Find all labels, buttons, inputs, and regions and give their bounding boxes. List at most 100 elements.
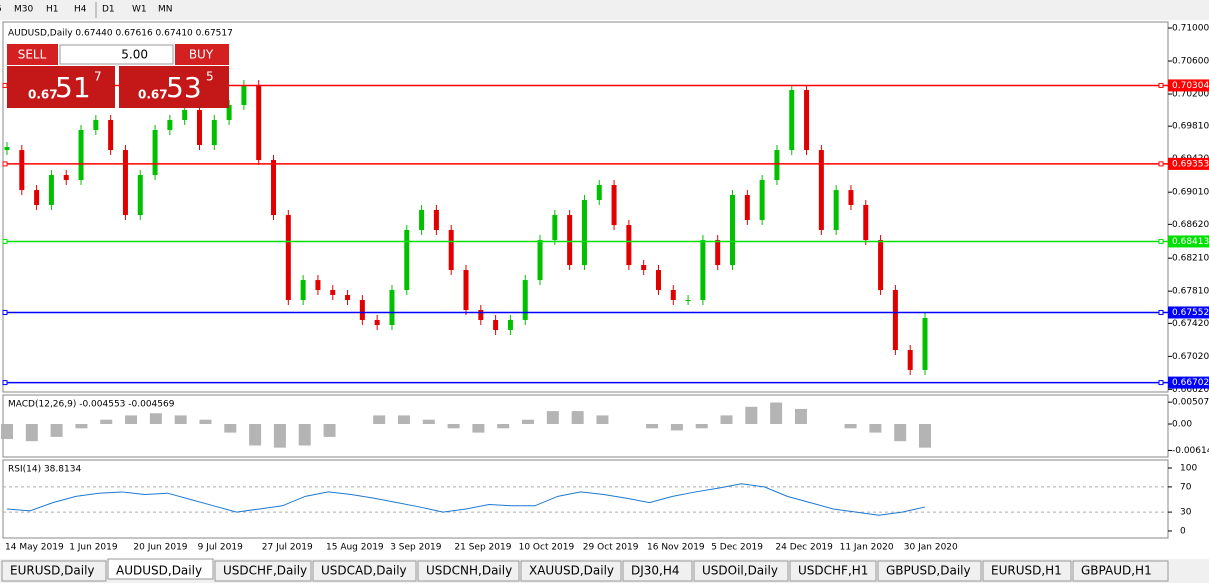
candle [685,300,691,302]
macd-bar [125,415,138,424]
level-handle [2,82,8,88]
candle [655,269,661,291]
tab-label: AUDUSD,Daily [116,564,202,578]
candle [359,300,365,320]
tab[interactable] [1,560,107,582]
candle [833,190,839,230]
tab[interactable] [214,560,312,582]
rsi-panel [2,459,1169,539]
candle [285,215,291,301]
y-tick-label: 0.67420 [1172,319,1209,329]
macd-bar [249,424,262,446]
macd-bar [1,424,13,440]
sell-label: SELL [18,48,47,62]
x-tick-label: 10 Oct 2019 [519,543,575,553]
macd-bar [373,415,386,424]
tab[interactable] [312,560,417,582]
buy-button[interactable] [175,44,229,65]
candle [448,229,454,270]
macd-bar [695,424,708,429]
candle [78,129,84,180]
candle [848,190,854,205]
candle [48,175,54,205]
macd-bar [894,424,907,442]
macd-bar [298,424,311,446]
tab[interactable] [1072,560,1169,582]
sell-button[interactable] [7,44,58,65]
x-tick-label: 30 Jan 2020 [904,543,958,553]
symbol-info: AUDUSD,Daily 0.67440 0.67616 0.67410 0.6… [8,29,233,39]
macd-bar [273,424,286,448]
macd-bar [447,424,460,429]
macd-bar [919,424,931,448]
timeframe-button[interactable]: D1 [102,5,115,15]
tab[interactable] [693,560,789,582]
x-tick-label: 3 Sep 2019 [390,543,442,553]
candle [256,85,262,161]
timeframe-button[interactable]: M30 [14,5,33,15]
lots-input[interactable] [59,44,174,65]
candle [300,280,306,301]
timeframe-button[interactable]: MN [158,5,173,15]
level-handle [1158,82,1164,88]
macd-bar [149,413,162,424]
y-tick-label: 0.71000 [1172,24,1209,34]
tab[interactable] [982,560,1072,582]
y-tick-label: 0.67810 [1172,287,1209,297]
level-handle [2,309,8,315]
macd-bar [174,415,187,424]
candle [122,150,128,216]
x-tick-label: 11 Jan 2020 [840,543,894,553]
level-label: 0.68413 [1172,237,1209,247]
macd-bar [397,415,410,424]
sell-price-box[interactable] [7,66,115,108]
tab[interactable] [789,560,877,582]
tab[interactable] [107,558,214,580]
candle [759,179,765,220]
candle [922,318,928,370]
tab-label: DJ30,H4 [631,564,680,578]
y-tick-label: 0.68210 [1172,254,1209,264]
level-label: 0.70304 [1172,81,1209,91]
level-label-box [1168,235,1209,248]
buy-price-box[interactable] [119,66,229,108]
candle [404,229,410,291]
level-label: 0.66702 [1172,378,1209,388]
timeframe-button[interactable]: H1 [46,5,59,15]
candle [419,210,425,230]
tab[interactable] [622,560,693,582]
toolbar [0,0,1209,20]
y-tick-label: 0.70200 [1172,90,1209,100]
candle [271,160,277,216]
macd-bar [646,424,659,429]
tab[interactable] [877,560,982,582]
timeframe-button[interactable]: W1 [132,5,147,15]
macd-bar [323,424,336,437]
timeframe-button[interactable]: H4 [74,5,87,15]
candle [537,240,543,281]
x-tick-label: 5 Dec 2019 [711,543,763,553]
level-label-box [1168,306,1209,319]
candle [804,90,810,151]
macd-label: MACD(12,26,9) -0.004553 -0.004569 [8,400,175,410]
macd-bar [224,424,237,433]
tab[interactable] [417,560,520,582]
tab[interactable] [520,560,622,582]
tab-label: USDCNH,Daily [426,564,512,578]
macd-bar [596,415,609,424]
candle [641,265,647,270]
lots-value: 5.00 [121,48,148,62]
candle [19,150,25,191]
candle [182,110,188,121]
y-tick-label: 0.005076 [1172,398,1209,408]
candle [374,319,380,326]
tab-label: EURUSD,Daily [10,564,95,578]
timeframe-button[interactable]: 5 [0,5,2,15]
sell-price-prefix: 0.67 [28,88,58,102]
rsi-label: RSI(14) 38.8134 [8,465,81,475]
level-handle [1158,238,1164,244]
candle [93,120,99,130]
x-tick-label: 16 Nov 2019 [647,543,705,553]
level-label-box [1168,376,1209,389]
macd-bar [50,424,63,437]
